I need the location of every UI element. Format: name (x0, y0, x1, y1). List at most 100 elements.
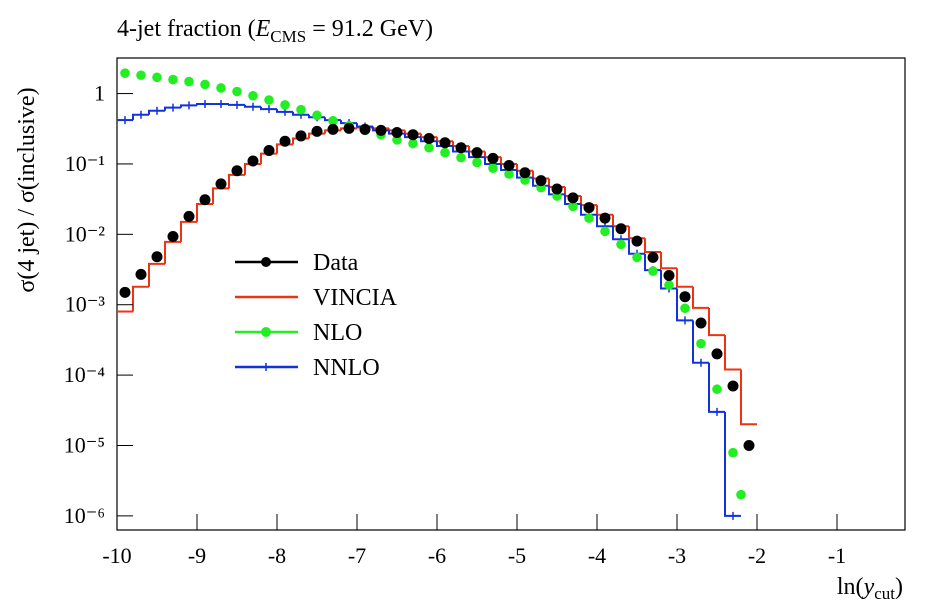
data-point (503, 160, 515, 172)
data-point (199, 194, 211, 206)
data-point (248, 90, 258, 101)
histogram-bin (676, 268, 693, 288)
data-point (279, 135, 291, 147)
x-tick-label: -4 (588, 543, 606, 568)
data-point (391, 126, 403, 138)
plus-marker (729, 511, 737, 520)
data-point (696, 338, 706, 349)
data-point (583, 202, 595, 214)
data-point (264, 95, 274, 105)
title-text: 4-jet fraction ( (117, 16, 256, 42)
plus-marker (233, 100, 241, 109)
y-tick-label: 10⁻¹ (65, 151, 105, 176)
x-tick-label: -3 (668, 543, 686, 568)
plus-marker (262, 363, 270, 371)
data-point (631, 235, 643, 247)
legend-label: Data (313, 250, 359, 276)
data-point (648, 266, 658, 276)
chart-title: 4-jet fraction (ECMS = 91.2 GeV) (117, 16, 433, 46)
histogram-bin (132, 285, 149, 312)
histogram-bin (644, 238, 661, 254)
y-tick-label: 10⁻⁶ (64, 503, 105, 528)
x-tick-label: -6 (428, 543, 446, 568)
data-point (183, 210, 195, 222)
title-symbol: E (255, 16, 271, 42)
data-point (167, 231, 179, 243)
plus-marker (713, 407, 721, 416)
x-label-text: ln( (837, 574, 864, 600)
plus-marker (265, 105, 273, 114)
x-label-text: ) (895, 574, 903, 600)
data-point (311, 125, 323, 137)
data-point (136, 70, 146, 81)
plus-marker (169, 103, 177, 112)
data-point (423, 132, 435, 144)
data-point (663, 270, 675, 282)
histogram-bin (692, 286, 709, 309)
x-tick-label: -8 (268, 543, 286, 568)
data-point (296, 104, 306, 115)
data-point (616, 239, 626, 250)
data-point (327, 123, 339, 135)
data-point (120, 68, 130, 78)
data-point (232, 86, 242, 97)
data-point (439, 137, 451, 149)
title-subscript: CMS (270, 27, 306, 46)
histogram-bin (724, 335, 741, 371)
data-point (599, 212, 611, 224)
legend-marker (261, 257, 271, 267)
histogram-bin (740, 369, 757, 426)
x-label-subscript: cut (874, 584, 895, 603)
plus-marker (681, 316, 689, 325)
y-tick-label: 1 (94, 81, 105, 106)
data-point (471, 147, 483, 159)
data-point (135, 268, 147, 280)
data-point (664, 280, 674, 290)
data-point (679, 291, 691, 303)
data-point (295, 130, 307, 142)
data-point (615, 223, 627, 235)
data-point (632, 252, 642, 263)
x-tick-label: -9 (188, 543, 206, 568)
y-tick-label: 10⁻² (65, 221, 106, 246)
data-point (263, 145, 275, 157)
x-label-symbol: y (862, 574, 875, 600)
data-point (488, 163, 498, 173)
x-tick-label: -2 (748, 543, 766, 568)
plot-frame (116, 57, 906, 531)
plus-marker (137, 110, 145, 119)
title-text: = 91.2 GeV) (306, 16, 433, 42)
plus-marker (185, 101, 193, 110)
data-point (216, 83, 226, 93)
data-point (712, 384, 722, 395)
data-point (200, 79, 210, 90)
data-point (680, 303, 690, 314)
data-point (215, 178, 227, 190)
y-tick-label: 10⁻⁵ (64, 432, 105, 457)
legend-label: NNLO (313, 355, 380, 381)
y-tick-label: 10⁻⁴ (64, 362, 106, 387)
data-point (407, 129, 419, 141)
data-point (168, 74, 178, 85)
data-point (392, 135, 402, 145)
data-point (567, 192, 579, 204)
data-point (551, 183, 563, 195)
data-point (328, 116, 338, 126)
data-point (152, 72, 162, 83)
data-point (487, 152, 499, 164)
plus-marker (217, 100, 225, 109)
x-axis-label: ln(ycut) (837, 574, 903, 603)
plus-marker (121, 116, 129, 125)
data-point (600, 226, 610, 237)
data-point (535, 175, 547, 187)
data-point (408, 138, 418, 149)
x-tick-label: -1 (828, 543, 846, 568)
axes: -10 -9 -8 -7 -6 -5 -4 -3 -2 -1 10⁻⁶ 10⁻⁵ 10⁻⁴ 10⁻³ 10⁻… (64, 81, 846, 568)
histogram-bin (228, 173, 245, 189)
data-point (119, 286, 131, 298)
data-point (455, 142, 467, 154)
data-point (343, 122, 355, 134)
data-point (472, 157, 482, 168)
data-point (736, 489, 746, 500)
